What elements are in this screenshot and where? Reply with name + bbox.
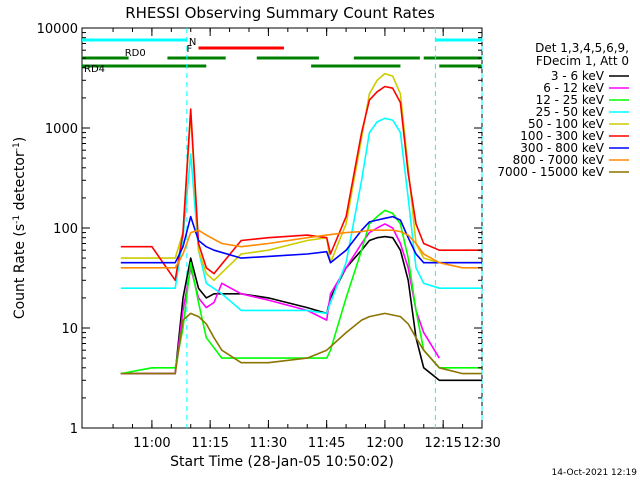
status-bar-label: RD0 bbox=[125, 48, 146, 59]
legend-label: 25 - 50 keV bbox=[536, 105, 605, 119]
legend-label: 800 - 7000 keV bbox=[513, 153, 605, 167]
status-bar-label: F bbox=[187, 44, 193, 55]
event-lines bbox=[186, 28, 483, 428]
series-line bbox=[120, 229, 482, 269]
series-line bbox=[120, 72, 482, 282]
x-tick-label: 11:00 bbox=[133, 436, 170, 451]
status-bars: NF RD0 RD4 bbox=[82, 37, 482, 75]
legend: Det 1,3,4,5,6,9, FDecim 1, Att 0 3 - 6 k… bbox=[497, 41, 629, 179]
legend-label: 300 - 800 keV bbox=[520, 141, 604, 155]
y-axis-label-mid: detector bbox=[12, 151, 28, 215]
status-bar-label: RD4 bbox=[84, 64, 105, 75]
series-line bbox=[120, 85, 482, 282]
y-axis-label: Count Rate (s-1 detector-1) bbox=[12, 137, 28, 319]
x-tick-label: 11:45 bbox=[308, 436, 345, 451]
footer-date: 14-Oct-2021 12:19 bbox=[552, 468, 638, 478]
legend-header-line1: Det 1,3,4,5,6,9, bbox=[535, 41, 629, 55]
y-axis-label-main: Count Rate (s bbox=[12, 224, 28, 319]
series-line bbox=[120, 117, 482, 315]
series-lines bbox=[120, 72, 482, 382]
x-axis-label: Start Time (28-Jan-05 10:50:02) bbox=[170, 454, 394, 470]
x-tick-label: 11:30 bbox=[250, 436, 287, 451]
x-tick-label: 12:30 bbox=[463, 436, 500, 451]
legend-label: 50 - 100 keV bbox=[528, 117, 605, 131]
y-tick-label: 1 bbox=[70, 422, 78, 437]
y-axis-label-sup1: -1 bbox=[12, 215, 22, 224]
legend-label: 7000 - 15000 keV bbox=[497, 165, 604, 179]
y-tick-label: 10000 bbox=[37, 22, 78, 37]
x-tick-label: 11:15 bbox=[191, 436, 228, 451]
legend-label: 100 - 300 keV bbox=[520, 129, 604, 143]
x-tick-label: 12:15 bbox=[424, 436, 461, 451]
plot-frame bbox=[81, 27, 483, 429]
chart-title: RHESSI Observing Summary Count Rates bbox=[125, 4, 435, 22]
series-line bbox=[120, 223, 440, 375]
y-tick-label: 100 bbox=[53, 222, 78, 237]
series-line bbox=[120, 209, 482, 375]
x-axis: 11:00 11:15 11:30 11:45 12:00 12:15 12:30 bbox=[112, 28, 501, 451]
y-axis: 1 10 100 1000 10000 bbox=[37, 22, 482, 437]
y-tick-label: 10 bbox=[61, 322, 78, 337]
y-axis-label-end: ) bbox=[12, 137, 28, 142]
y-axis-label-sup2: -1 bbox=[12, 142, 22, 151]
legend-label: 6 - 12 keV bbox=[543, 81, 605, 95]
x-tick-label: 12:00 bbox=[366, 436, 403, 451]
legend-label: 12 - 25 keV bbox=[536, 93, 605, 107]
series-line bbox=[120, 312, 482, 375]
y-tick-label: 1000 bbox=[45, 122, 78, 137]
series-line bbox=[120, 215, 482, 264]
status-bar-label: N bbox=[189, 37, 196, 48]
plot-area: NF RD0 RD4 bbox=[81, 27, 483, 429]
legend-label: 3 - 6 keV bbox=[551, 69, 605, 83]
legend-header-line2: FDecim 1, Att 0 bbox=[536, 54, 629, 68]
